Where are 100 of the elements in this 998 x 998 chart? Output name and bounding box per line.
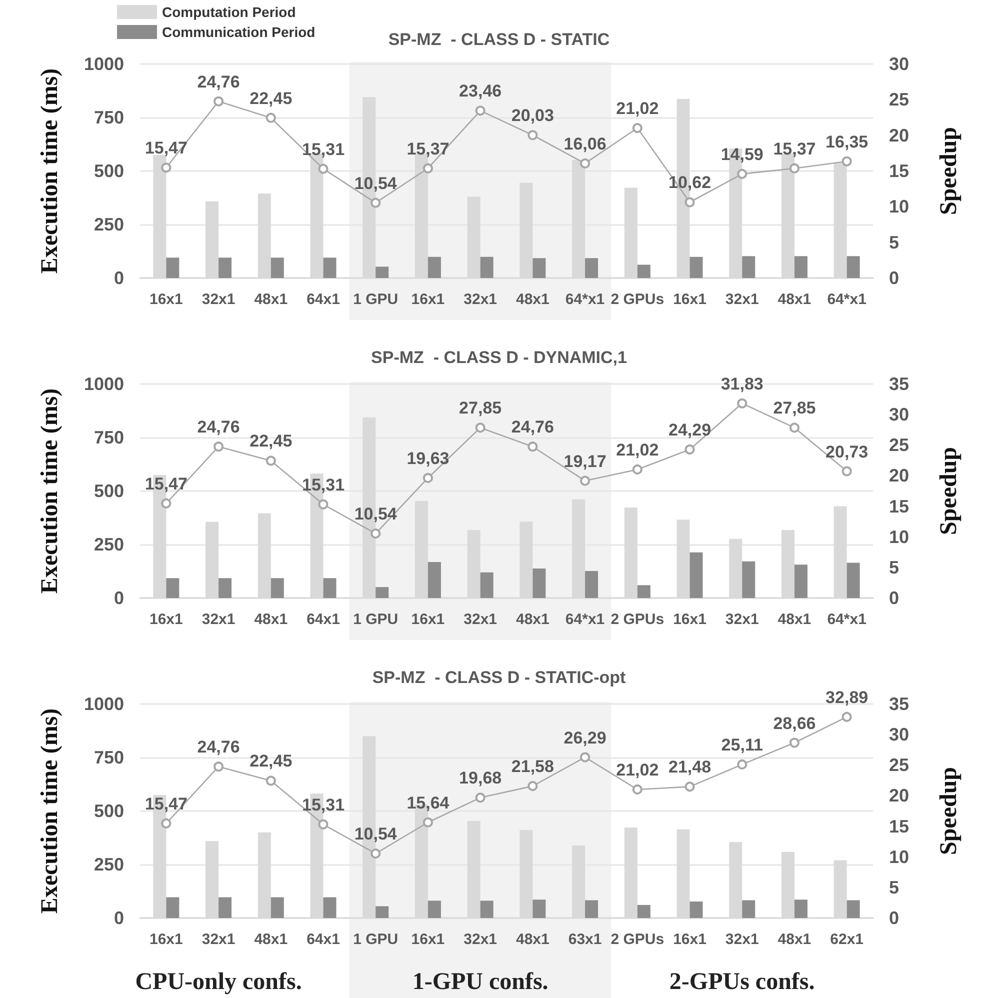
- bar: [532, 900, 546, 918]
- y2-tick-label: 20: [889, 786, 910, 806]
- point: [370, 528, 381, 539]
- point: [318, 819, 328, 830]
- data-label: 15,31: [302, 140, 345, 159]
- data-label: 15,47: [144, 138, 188, 158]
- y2-tick-label: 5: [889, 557, 900, 578]
- point: [266, 776, 276, 786]
- data-label: 15,31: [302, 795, 345, 814]
- x-tick-label: 32x1: [464, 611, 498, 628]
- x-tick-label: 32x1: [202, 931, 236, 948]
- point: [789, 163, 800, 174]
- x-tick-label: 16x1: [673, 931, 706, 948]
- text: CPU-only confs.: [135, 969, 302, 996]
- bar: [376, 906, 389, 918]
- data-label: 28,66: [773, 714, 816, 733]
- x-tick-label: 62x1: [830, 931, 864, 948]
- x-tick-label: 1 GPU: [353, 931, 398, 948]
- bar: [637, 585, 650, 598]
- point: [580, 752, 590, 762]
- bar: [742, 256, 756, 278]
- point: [632, 123, 642, 134]
- data-label: 19,63: [406, 448, 450, 468]
- y-tick-label: 250: [94, 854, 124, 874]
- x-tick-label: 2 GPUs: [610, 931, 664, 948]
- bar: [376, 266, 389, 278]
- point: [318, 164, 328, 174]
- bar: [323, 897, 336, 918]
- point: [214, 442, 224, 452]
- bar: [794, 900, 808, 918]
- x-tick-label: 64x1: [306, 611, 340, 628]
- y2-tick-label: 0: [889, 268, 900, 288]
- x-tick-label: 16x1: [149, 291, 183, 308]
- y2-tick-label: 30: [889, 54, 910, 74]
- data-label: 10,54: [354, 824, 398, 844]
- point: [422, 472, 433, 483]
- data-label: 20,03: [511, 106, 554, 126]
- bar: [690, 552, 703, 598]
- x-tick-label: 64x1: [306, 291, 340, 308]
- bar: [585, 900, 598, 918]
- data-label: 24,29: [668, 420, 712, 440]
- y2-axis-title: Speedup: [936, 446, 962, 536]
- point: [528, 130, 538, 140]
- point: [214, 96, 224, 106]
- point: [842, 156, 852, 166]
- bar: [742, 900, 756, 918]
- y-tick-label: 500: [94, 801, 124, 821]
- y2-tick-label: 30: [889, 724, 910, 745]
- point: [842, 466, 852, 476]
- x-tick-label: 48x1: [778, 291, 812, 308]
- data-label: 15,47: [144, 474, 188, 494]
- bar: [166, 897, 180, 918]
- point: [632, 464, 642, 474]
- x-tick-label: 64*x1: [827, 611, 866, 628]
- point: [266, 456, 276, 466]
- point: [266, 112, 276, 123]
- x-tick-label: 48x1: [516, 931, 550, 948]
- data-label: 15,37: [773, 139, 816, 158]
- point: [161, 498, 172, 508]
- bar: [585, 571, 598, 598]
- y2-tick-label: 35: [889, 694, 910, 714]
- x-tick-label: 64*x1: [565, 291, 605, 308]
- legend-label: Computation Period: [162, 4, 296, 20]
- x-tick-label: 48x1: [516, 291, 550, 308]
- y-axis-title: Execution time (ms): [37, 388, 63, 594]
- data-label: 22,45: [250, 432, 292, 451]
- y-tick-label: 1000: [84, 374, 124, 394]
- y-tick-label: 750: [94, 428, 124, 448]
- data-label: 15,31: [302, 475, 345, 494]
- x-tick-label: 16x1: [149, 611, 183, 628]
- y2-tick-label: 25: [889, 90, 910, 110]
- point: [737, 398, 748, 408]
- x-tick-label: 48x1: [516, 611, 550, 628]
- data-label: 23,46: [459, 82, 502, 101]
- point: [684, 444, 695, 454]
- point: [528, 781, 538, 792]
- x-tick-label: 16x1: [411, 611, 445, 628]
- point: [475, 106, 486, 116]
- bar: [323, 578, 336, 598]
- point: [737, 759, 748, 770]
- data-label: 16,35: [826, 132, 868, 152]
- data-label: 21,02: [616, 440, 659, 460]
- data-label: 16,06: [564, 134, 606, 154]
- bar: [690, 256, 703, 278]
- point: [789, 738, 800, 748]
- legend-label: Communication Period: [162, 24, 316, 40]
- data-label: 19,68: [459, 768, 502, 788]
- y-tick-label: 0: [114, 588, 124, 608]
- y2-tick-label: 20: [889, 466, 910, 486]
- x-tick-label: 16x1: [411, 291, 445, 308]
- bar: [166, 258, 180, 278]
- x-tick-label: 32x1: [464, 291, 498, 308]
- data-label: 15,37: [406, 139, 450, 158]
- y2-tick-label: 0: [889, 908, 900, 928]
- point: [580, 158, 590, 168]
- data-label: 24,76: [197, 738, 240, 757]
- point: [684, 197, 695, 208]
- point: [475, 792, 486, 803]
- bar: [166, 578, 180, 598]
- x-tick-label: 32x1: [725, 931, 759, 948]
